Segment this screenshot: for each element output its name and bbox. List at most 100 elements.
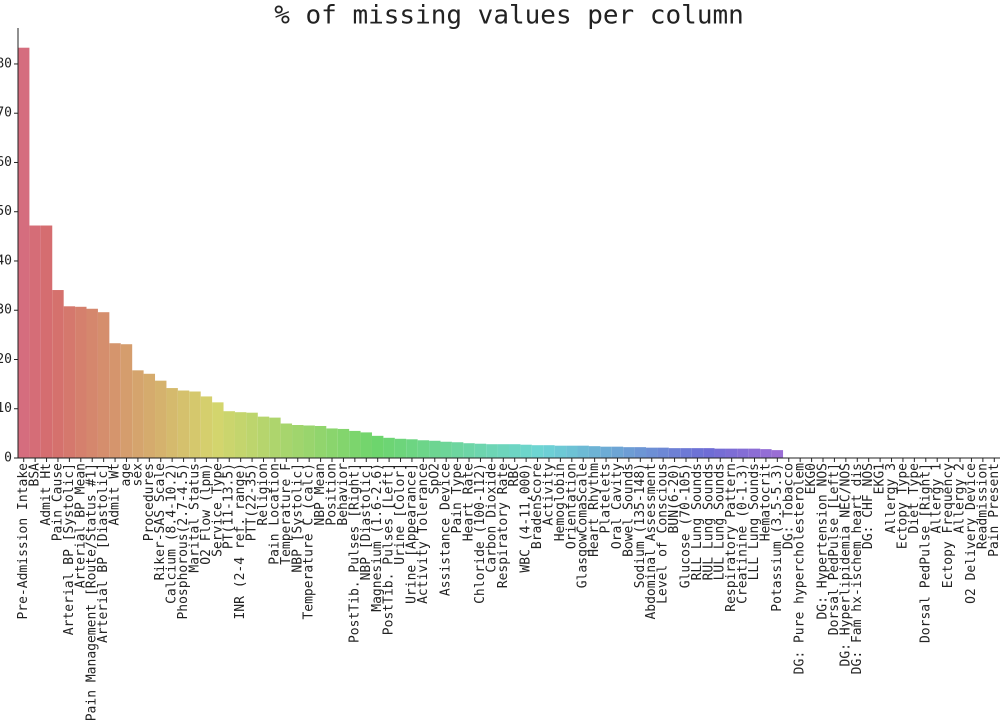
bar bbox=[474, 443, 487, 458]
x-tick-label: Dorsal PedPulse [Right] bbox=[918, 463, 933, 643]
x-tick-label: Phosphorous(2.7-4.5) bbox=[176, 463, 191, 620]
x-tick-label: Procedures bbox=[142, 463, 157, 541]
bar bbox=[314, 425, 327, 458]
x-tick-label: Respiratory Pattern bbox=[724, 463, 739, 612]
bar bbox=[155, 380, 167, 458]
bar bbox=[611, 446, 624, 458]
bar bbox=[177, 390, 190, 458]
bar bbox=[75, 306, 87, 458]
y-tick-label: 80 bbox=[0, 56, 12, 71]
x-tick-label: PTT(22-35) bbox=[245, 463, 260, 541]
bar bbox=[303, 425, 315, 458]
bar bbox=[771, 450, 784, 458]
x-tick-label: Activity Tolerance bbox=[416, 463, 431, 604]
bar bbox=[417, 440, 430, 458]
bar bbox=[429, 440, 441, 458]
x-tick-label: Oral Cavity bbox=[610, 463, 625, 549]
bar bbox=[97, 312, 110, 458]
bar bbox=[497, 444, 509, 458]
bar bbox=[531, 445, 544, 458]
x-tick-label: Heart Rhythm bbox=[587, 463, 602, 557]
bar bbox=[349, 430, 361, 458]
x-tick-label: Readmission bbox=[975, 463, 990, 549]
bar bbox=[269, 417, 281, 458]
chart-title: % of missing values per column bbox=[274, 1, 744, 31]
bar bbox=[600, 446, 612, 458]
x-tick-label: Admit Ht bbox=[39, 463, 54, 526]
x-tick-label: PostTib. Pulses [Right] bbox=[347, 463, 362, 643]
y-tick-label: 40 bbox=[0, 253, 12, 268]
x-tick-label: LLL Lung Sounds bbox=[747, 463, 762, 580]
bar bbox=[212, 402, 224, 458]
bar bbox=[246, 412, 258, 458]
bar bbox=[63, 306, 76, 458]
bar bbox=[451, 442, 464, 458]
x-tick-label: BUN(6-20) bbox=[667, 463, 682, 533]
bar bbox=[371, 435, 384, 458]
x-tick-label: Allergy 2 bbox=[953, 463, 968, 533]
x-tick-label: Glucose (70-105) bbox=[678, 463, 693, 588]
bar bbox=[725, 448, 738, 458]
bar bbox=[394, 438, 407, 458]
x-tick-label: Allergy 1 bbox=[930, 463, 945, 533]
x-tick-label: Potassium (3.5-5.3) bbox=[770, 463, 785, 612]
x-tick-label: Diet Type bbox=[907, 463, 922, 534]
bar bbox=[668, 448, 681, 458]
x-tick-label: Urine [Appearance] bbox=[404, 463, 419, 604]
bar bbox=[234, 412, 247, 458]
x-tick-label: DG: CHF NOS bbox=[861, 463, 876, 549]
bar bbox=[280, 423, 293, 458]
y-tick-label: 50 bbox=[0, 204, 12, 219]
y-tick-label: 10 bbox=[0, 401, 12, 416]
x-tick-label: PostTib. Pulses [Left] bbox=[382, 463, 397, 635]
x-tick-label: NBP [Diastolic] bbox=[359, 463, 374, 580]
x-tick-label: Pre-Admission Intake bbox=[16, 463, 31, 620]
x-tick-label: age bbox=[119, 463, 134, 487]
x-tick-label: INR (2-4 ref. range) bbox=[233, 463, 248, 620]
x-tick-label: Temperature F bbox=[279, 463, 294, 565]
x-tick-label: Chloride (100-112) bbox=[473, 463, 488, 604]
x-tick-label: Creatinine (0-1.3) bbox=[736, 463, 751, 604]
x-tick-label: Calcium (8.4-10.2) bbox=[165, 463, 180, 604]
bar bbox=[383, 437, 395, 458]
x-tick-label: DG: Hypertension NOS bbox=[816, 463, 831, 620]
x-tick-label: NBP Mean bbox=[313, 463, 328, 526]
x-tick-label: Magnesium (1.6-2.6) bbox=[370, 463, 385, 612]
x-tick-label: WBC (4-11,000) bbox=[519, 463, 534, 573]
bar bbox=[714, 448, 726, 458]
x-tick-label: Pain Present bbox=[987, 463, 1002, 557]
x-tick-label: Bowel Sounds bbox=[621, 463, 636, 557]
bar bbox=[18, 47, 30, 458]
x-tick-label: Pain Cause bbox=[50, 463, 65, 541]
bar bbox=[132, 370, 144, 458]
y-tick-label: 30 bbox=[0, 303, 12, 318]
x-tick-label: DG: Fam hx-ischem heart dis bbox=[850, 463, 865, 674]
x-tick-label: O2 Flow (lpm) bbox=[199, 463, 214, 565]
x-tick-label: Position bbox=[325, 463, 340, 526]
bar bbox=[680, 448, 692, 458]
x-tick-label: Admit Wt bbox=[108, 463, 123, 526]
x-tick-label: Level of Conscious bbox=[656, 463, 671, 604]
x-tick-label: Carbon Dioxide bbox=[484, 463, 499, 573]
bar bbox=[223, 411, 235, 458]
x-tick-label: RUL Lung Sounds bbox=[701, 463, 716, 580]
x-tick-label: Marital Status bbox=[187, 463, 202, 573]
x-tick-label: O2 Delivery Device bbox=[964, 463, 979, 604]
bar bbox=[52, 290, 64, 458]
bar bbox=[200, 396, 213, 458]
x-tick-label: EKG1 bbox=[873, 463, 888, 494]
x-tick-label: DG: Pure hypercholesterolem bbox=[793, 463, 808, 674]
bar bbox=[109, 343, 121, 458]
bar bbox=[29, 225, 41, 458]
x-tick-label: Sodium (135-148) bbox=[633, 463, 648, 588]
x-tick-label: Hemoglobin bbox=[553, 463, 568, 541]
bar bbox=[143, 373, 156, 458]
bar bbox=[189, 391, 201, 458]
bar bbox=[577, 445, 589, 458]
y-tick-label: 0 bbox=[4, 451, 12, 466]
x-tick-label: DG: Hyperlipidemia NEC/NOS bbox=[838, 463, 853, 667]
bar bbox=[737, 448, 749, 458]
x-tick-label: NBP [Systolic] bbox=[290, 463, 305, 573]
bar bbox=[554, 445, 567, 458]
